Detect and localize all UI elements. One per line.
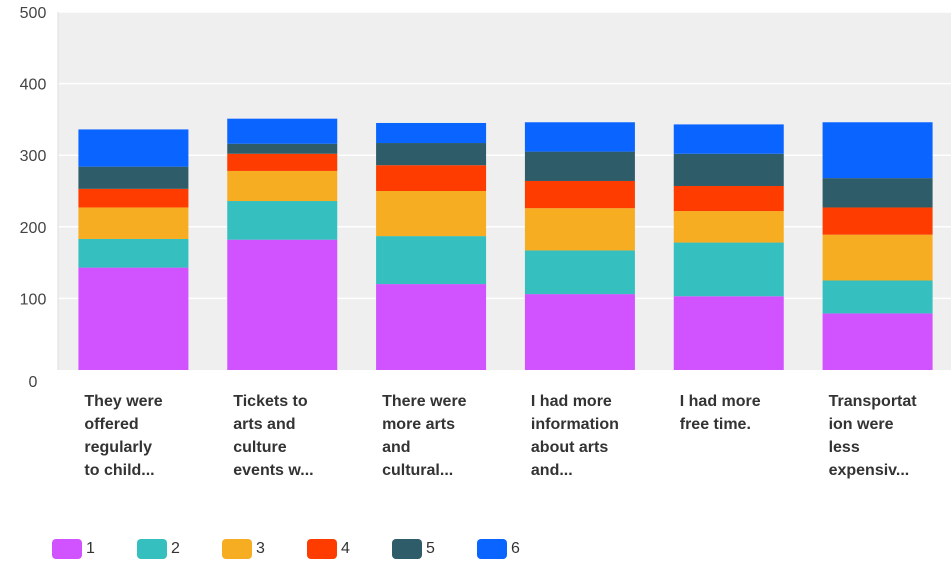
y-tick-label: 200 bbox=[20, 220, 47, 237]
y-tick-label: 500 bbox=[20, 5, 47, 22]
legend-label: 2 bbox=[171, 540, 180, 557]
bar-segment bbox=[376, 143, 487, 166]
bar-segment bbox=[227, 118, 338, 144]
legend-label: 4 bbox=[341, 540, 350, 557]
x-tick-label: regularly bbox=[84, 439, 152, 456]
bar-segment bbox=[524, 208, 635, 251]
x-tick-label: There were bbox=[382, 393, 467, 410]
bar-segment bbox=[78, 207, 189, 239]
y-tick-label: 400 bbox=[20, 77, 47, 94]
bar-segment bbox=[227, 239, 338, 370]
legend-item: 6 bbox=[477, 539, 562, 559]
y-tick-label: 0 bbox=[29, 374, 38, 391]
bar-segment bbox=[673, 153, 784, 186]
x-tick-label: expensiv... bbox=[829, 462, 910, 479]
bar-segment bbox=[78, 129, 189, 167]
bar-segment bbox=[78, 166, 189, 189]
bar-segment bbox=[376, 191, 487, 237]
legend-label: 5 bbox=[426, 540, 435, 557]
legend-item: 1 bbox=[52, 539, 137, 559]
bar-segment bbox=[673, 296, 784, 370]
x-tick-label: more arts bbox=[382, 416, 455, 433]
plot-area bbox=[58, 12, 951, 370]
legend-swatch bbox=[137, 539, 167, 559]
bar-segment bbox=[673, 124, 784, 154]
legend-item: 4 bbox=[307, 539, 392, 559]
bar-segment bbox=[524, 151, 635, 181]
x-tick-label: information bbox=[531, 416, 619, 433]
x-tick-label: about arts bbox=[531, 439, 608, 456]
bar-segment bbox=[227, 201, 338, 240]
bar-segment bbox=[227, 143, 338, 154]
x-tick-label: events w... bbox=[233, 462, 313, 479]
bar-segment bbox=[822, 280, 933, 314]
bar-segment bbox=[524, 294, 635, 370]
bar-segment bbox=[376, 284, 487, 370]
x-tick-label: less bbox=[829, 439, 860, 456]
x-tick-label: to child... bbox=[84, 462, 154, 479]
x-tick-label: cultural... bbox=[382, 462, 453, 479]
x-tick-label: culture bbox=[233, 439, 286, 456]
x-tick-label: arts and bbox=[233, 416, 295, 433]
x-tick-label: ion were bbox=[829, 416, 894, 433]
bar-segment bbox=[78, 238, 189, 268]
x-tick-label: offered bbox=[84, 416, 138, 433]
bar-segment bbox=[227, 153, 338, 171]
legend-item: 5 bbox=[392, 539, 477, 559]
bar-segment bbox=[822, 313, 933, 370]
x-tick-label: Tickets to bbox=[233, 393, 308, 410]
x-tick-label: They were bbox=[84, 393, 162, 410]
stacked-bar-chart: 0 100 200 300 400 500 They were offered regularl… bbox=[20, 5, 951, 479]
x-tick-label: and... bbox=[531, 462, 573, 479]
legend-swatch bbox=[52, 539, 82, 559]
legend-label: 6 bbox=[511, 540, 520, 557]
legend-swatch bbox=[222, 539, 252, 559]
bar-segment bbox=[822, 207, 933, 235]
legend-swatch bbox=[392, 539, 422, 559]
bar-segment bbox=[376, 122, 487, 144]
x-tick-label: free time. bbox=[680, 416, 751, 433]
x-tick-label: I had more bbox=[531, 393, 612, 410]
bar-segment bbox=[822, 234, 933, 281]
legend-label: 3 bbox=[256, 540, 265, 557]
legend-swatch bbox=[307, 539, 337, 559]
legend-label: 1 bbox=[86, 540, 95, 557]
y-tick-label: 300 bbox=[20, 148, 47, 165]
bar-segment bbox=[376, 165, 487, 191]
legend-item: 2 bbox=[137, 539, 222, 559]
bar-segment bbox=[524, 250, 635, 295]
bar-segment bbox=[524, 122, 635, 152]
bar-segment bbox=[822, 178, 933, 208]
legend-item: 3 bbox=[222, 539, 307, 559]
x-tick-label: Transportat bbox=[829, 393, 918, 410]
bar-segment bbox=[78, 267, 189, 370]
bar-segment bbox=[524, 180, 635, 209]
bar-segment bbox=[376, 236, 487, 285]
chart-legend: 1 2 3 4 5 6 bbox=[52, 538, 562, 560]
bar-segment bbox=[78, 188, 189, 208]
x-tick-label: and bbox=[382, 439, 410, 456]
bar-segment bbox=[227, 170, 338, 202]
bar-segment bbox=[673, 185, 784, 212]
y-tick-label: 100 bbox=[20, 291, 47, 308]
bar-segment bbox=[673, 211, 784, 243]
bar-segment bbox=[673, 242, 784, 297]
bar-segment bbox=[822, 122, 933, 179]
x-tick-label: I had more bbox=[680, 393, 761, 410]
legend-swatch bbox=[477, 539, 507, 559]
